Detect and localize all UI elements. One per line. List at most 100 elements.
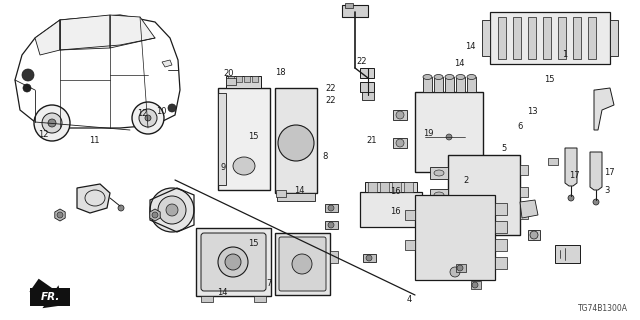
Circle shape — [328, 205, 334, 211]
Ellipse shape — [445, 75, 454, 79]
Polygon shape — [77, 184, 110, 213]
Polygon shape — [15, 15, 180, 128]
Bar — [495, 203, 507, 215]
Text: 20: 20 — [224, 69, 234, 78]
Bar — [528, 230, 540, 240]
Bar — [393, 110, 407, 120]
Bar — [244, 76, 250, 82]
Text: 9: 9 — [220, 164, 225, 172]
Text: 11: 11 — [90, 136, 100, 145]
Circle shape — [366, 255, 372, 261]
Bar — [276, 190, 286, 197]
Polygon shape — [35, 20, 60, 55]
Text: 3: 3 — [604, 186, 609, 195]
Circle shape — [472, 282, 478, 288]
Polygon shape — [590, 152, 602, 190]
Circle shape — [57, 212, 63, 218]
Polygon shape — [325, 221, 338, 229]
Text: 17: 17 — [570, 171, 580, 180]
Bar — [445, 77, 454, 92]
Bar — [490, 12, 610, 64]
Circle shape — [278, 125, 314, 161]
Bar — [415, 92, 483, 172]
Bar — [380, 182, 389, 192]
Circle shape — [150, 188, 194, 232]
Text: 8: 8 — [323, 152, 328, 161]
Polygon shape — [565, 148, 577, 186]
Circle shape — [139, 109, 157, 127]
Polygon shape — [325, 204, 338, 212]
Ellipse shape — [434, 192, 444, 198]
Bar — [548, 158, 558, 165]
Bar — [588, 17, 596, 59]
Bar — [482, 20, 490, 56]
Polygon shape — [29, 279, 63, 308]
Bar — [456, 264, 466, 272]
Text: 17: 17 — [604, 168, 614, 177]
Bar — [30, 288, 70, 306]
Bar — [342, 5, 368, 17]
Bar — [228, 76, 234, 82]
Bar — [610, 20, 618, 56]
Bar — [430, 189, 448, 201]
Circle shape — [42, 113, 62, 133]
FancyBboxPatch shape — [279, 237, 326, 291]
Circle shape — [328, 222, 334, 228]
Circle shape — [396, 111, 404, 119]
Circle shape — [118, 205, 124, 211]
Polygon shape — [520, 200, 538, 218]
Circle shape — [396, 139, 404, 147]
FancyBboxPatch shape — [201, 233, 266, 291]
Polygon shape — [594, 88, 614, 130]
Circle shape — [218, 247, 248, 277]
Circle shape — [132, 102, 164, 134]
Circle shape — [158, 196, 186, 224]
Polygon shape — [55, 209, 65, 221]
Bar — [254, 296, 266, 302]
Circle shape — [446, 134, 452, 140]
Bar — [520, 165, 528, 175]
Polygon shape — [363, 254, 376, 262]
Bar — [558, 17, 566, 59]
Text: FR.: FR. — [40, 292, 60, 302]
Bar — [495, 221, 507, 233]
Text: 14: 14 — [454, 60, 465, 68]
Bar — [471, 281, 481, 289]
Ellipse shape — [423, 75, 432, 79]
Circle shape — [168, 104, 176, 112]
Ellipse shape — [233, 157, 255, 175]
Bar — [365, 182, 417, 192]
Text: 15: 15 — [248, 239, 259, 248]
Bar — [513, 17, 521, 59]
Text: 14: 14 — [218, 288, 228, 297]
Bar — [430, 167, 448, 179]
Circle shape — [48, 119, 56, 127]
Bar — [362, 92, 374, 100]
Circle shape — [22, 69, 34, 81]
Bar — [360, 82, 374, 92]
Bar — [495, 239, 507, 251]
Bar — [393, 138, 407, 148]
Bar — [218, 93, 226, 185]
Polygon shape — [150, 209, 160, 221]
Bar — [196, 228, 271, 296]
Bar — [467, 77, 476, 92]
Circle shape — [145, 115, 151, 121]
Text: 18: 18 — [275, 68, 285, 77]
Text: 1: 1 — [562, 50, 567, 59]
Text: 12: 12 — [38, 130, 49, 139]
Bar — [415, 195, 495, 280]
Ellipse shape — [456, 75, 465, 79]
Bar — [275, 233, 330, 295]
Text: 16: 16 — [390, 207, 401, 216]
Bar — [528, 17, 536, 59]
Bar — [498, 17, 506, 59]
Text: 22: 22 — [325, 84, 335, 93]
Bar — [275, 88, 317, 193]
Text: 2: 2 — [463, 176, 468, 185]
Circle shape — [152, 212, 158, 218]
Bar — [430, 211, 448, 223]
Circle shape — [292, 254, 312, 274]
Text: 19: 19 — [424, 129, 434, 138]
Text: TG74B1300A: TG74B1300A — [578, 304, 628, 313]
